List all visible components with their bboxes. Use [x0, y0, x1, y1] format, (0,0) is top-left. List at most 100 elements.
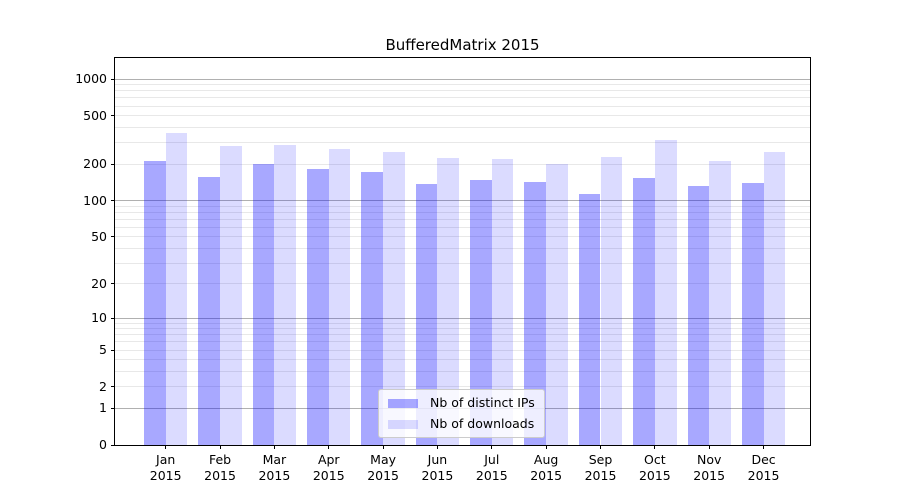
y-tick-mark-1: [111, 407, 115, 409]
bar-nb-of-distinct-ips-nov: [687, 186, 710, 445]
gridline-400: [115, 127, 810, 129]
x-tick-label-may: May 2015: [367, 452, 399, 483]
bar-nb-of-downloads-dec: [763, 151, 786, 445]
x-tick-mark-apr: [328, 445, 330, 449]
y-tick-mark-500: [111, 115, 115, 117]
gridline-40: [115, 247, 810, 249]
bar-nb-of-downloads-jul: [491, 159, 514, 445]
x-tick-label-apr: Apr 2015: [312, 452, 345, 483]
gridline-500: [115, 115, 810, 117]
legend-label: Nb of downloads: [430, 416, 535, 431]
gridline-20: [115, 283, 810, 285]
x-tick-mark-sep: [600, 445, 601, 449]
gridline-6: [115, 341, 810, 343]
gridline-900: [115, 84, 810, 86]
bar-nb-of-distinct-ips-apr: [307, 168, 329, 445]
y-tick-label-50: 50: [91, 228, 107, 244]
bar-nb-of-downloads-jan: [165, 132, 188, 445]
x-tick-mark-jan: [165, 445, 167, 449]
legend-label: Nb of distinct IPs: [430, 395, 535, 410]
y-tick-label-5: 5: [99, 342, 107, 358]
bar-nb-of-downloads-aug: [546, 163, 568, 445]
y-tick-label-2: 2: [99, 378, 107, 394]
x-tick-label-dec: Dec 2015: [747, 452, 780, 483]
x-tick-mark-aug: [545, 445, 547, 449]
x-tick-label-mar: Mar 2015: [258, 452, 291, 483]
y-tick-label-20: 20: [91, 275, 107, 291]
bar-nb-of-distinct-ips-mar: [252, 164, 275, 445]
bar-nb-of-downloads-may: [383, 152, 405, 445]
gridline-8: [115, 328, 810, 330]
x-tick-mark-mar: [273, 445, 275, 449]
gridline-2: [115, 386, 810, 388]
gridline-90: [115, 205, 810, 207]
bar-nb-of-downloads-nov: [709, 160, 731, 445]
gridline-9: [115, 322, 810, 324]
gridline-10: [115, 317, 810, 319]
bar-nb-of-downloads-mar: [274, 145, 297, 445]
legend-swatch-nb-of-distinct-ips: [388, 398, 418, 408]
x-tick-label-nov: Nov 2015: [693, 452, 726, 483]
legend: Nb of distinct IPs Nb of downloads: [378, 389, 545, 438]
bar-nb-of-distinct-ips-jul: [470, 180, 492, 445]
gridline-60: [115, 226, 810, 228]
gridline-100: [115, 200, 810, 202]
bar-nb-of-distinct-ips-feb: [198, 176, 221, 445]
x-tick-mark-nov: [708, 445, 710, 449]
x-tick-mark-may: [382, 445, 384, 449]
x-tick-mark-jun: [436, 445, 438, 449]
gridline-800: [115, 90, 810, 92]
y-tick-mark-50: [111, 236, 115, 238]
x-tick-label-jan: Jan 2015: [149, 452, 182, 483]
x-tick-label-jul: Jul 2015: [475, 452, 508, 483]
legend-swatch-nb-of-downloads: [388, 419, 418, 429]
gridline-1000: [115, 78, 810, 80]
x-tick-mark-feb: [219, 445, 221, 449]
y-tick-label-0: 0: [99, 437, 107, 452]
bar-nb-of-downloads-feb: [220, 146, 242, 445]
y-tick-mark-200: [111, 163, 115, 165]
bar-nb-of-distinct-ips-oct: [633, 177, 655, 445]
bar-nb-of-distinct-ips-may: [361, 172, 384, 445]
x-tick-label-sep: Sep 2015: [584, 452, 617, 483]
legend-item-nb-of-downloads: Nb of downloads: [388, 417, 535, 431]
y-tick-mark-2: [111, 386, 115, 388]
gridline-5: [115, 349, 810, 351]
bar-nb-of-distinct-ips-jun: [415, 183, 438, 445]
legend-item-nb-of-distinct-ips: Nb of distinct IPs: [388, 396, 535, 410]
y-tick-mark-20: [111, 283, 115, 285]
gridline-70: [115, 218, 810, 220]
y-tick-mark-10: [111, 317, 115, 319]
y-tick-label-200: 200: [83, 156, 107, 172]
y-tick-mark-1000: [111, 78, 115, 80]
x-tick-mark-jul: [491, 445, 493, 449]
x-tick-label-feb: Feb 2015: [204, 452, 236, 483]
bar-nb-of-downloads-oct: [654, 140, 677, 445]
y-tick-mark-5: [111, 349, 115, 351]
gridline-300: [115, 142, 810, 144]
gridline-80: [115, 211, 810, 213]
gridline-200: [115, 163, 810, 165]
gridline-50: [115, 236, 810, 238]
y-tick-mark-0: [111, 444, 115, 446]
y-tick-label-1: 1: [99, 400, 107, 416]
x-tick-mark-dec: [763, 445, 765, 449]
bar-nb-of-distinct-ips-sep: [578, 193, 601, 445]
chart-title: BufferedMatrix 2015: [385, 36, 540, 54]
y-tick-label-10: 10: [91, 310, 107, 325]
gridline-30: [115, 262, 810, 264]
plot-area: 0 1 2 5 10 20 50 100 200 500 1000 Jan 2015 Feb 2015 Ma…: [75, 57, 811, 483]
x-tick-label-oct: Oct 2015: [638, 452, 671, 483]
bar-nb-of-downloads-jun: [437, 157, 460, 445]
x-tick-label-jun: Jun 2015: [421, 452, 454, 483]
x-tick-label-aug: Aug 2015: [530, 452, 563, 483]
gridline-700: [115, 97, 810, 99]
bar-nb-of-distinct-ips-aug: [524, 182, 547, 445]
bar-nb-of-distinct-ips-dec: [741, 182, 764, 445]
gridline-3: [115, 371, 810, 373]
y-tick-label-500: 500: [83, 107, 107, 123]
gridline-600: [115, 105, 810, 107]
gridline-4: [115, 359, 810, 361]
y-tick-label-1000: 1000: [75, 71, 107, 87]
